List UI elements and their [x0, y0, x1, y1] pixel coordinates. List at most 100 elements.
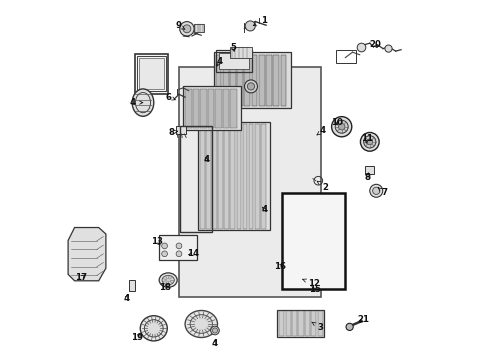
Bar [276, 310, 323, 337]
Bar [185, 89, 191, 128]
Ellipse shape [162, 275, 174, 285]
Bar [192, 89, 199, 128]
Bar [282, 193, 345, 289]
Text: 14: 14 [186, 249, 198, 258]
Ellipse shape [132, 89, 153, 116]
Bar [198, 122, 270, 230]
Circle shape [346, 323, 352, 330]
Text: 16: 16 [273, 262, 285, 271]
Bar [194, 24, 204, 32]
Bar [237, 55, 243, 106]
Text: 6: 6 [165, 93, 175, 102]
Bar [215, 55, 221, 106]
Bar [286, 231, 338, 242]
Bar [365, 166, 374, 174]
Bar [254, 124, 259, 229]
Polygon shape [68, 228, 106, 281]
Bar [286, 217, 338, 228]
Text: 4: 4 [316, 126, 325, 135]
Text: 4: 4 [130, 98, 142, 107]
Bar [242, 124, 247, 229]
Text: 12: 12 [302, 279, 319, 288]
Bar [230, 47, 251, 58]
Bar [128, 280, 135, 291]
Text: 4: 4 [216, 58, 222, 67]
Circle shape [360, 132, 378, 151]
Bar [179, 126, 212, 232]
Bar [218, 124, 223, 229]
Bar [265, 55, 271, 106]
Text: 19: 19 [131, 333, 143, 342]
Bar [207, 89, 214, 128]
Text: 1: 1 [253, 17, 267, 26]
Circle shape [356, 43, 365, 52]
Circle shape [212, 328, 217, 333]
Circle shape [366, 139, 372, 145]
Circle shape [176, 251, 182, 257]
Circle shape [372, 187, 379, 194]
Circle shape [247, 83, 254, 90]
Text: 18: 18 [159, 283, 171, 292]
Bar [230, 55, 235, 106]
Text: 8: 8 [168, 128, 177, 137]
Circle shape [335, 120, 347, 133]
Bar [285, 198, 339, 284]
Circle shape [369, 184, 382, 197]
Bar [236, 124, 241, 229]
Bar [286, 272, 338, 283]
Bar [291, 311, 296, 336]
Bar [200, 124, 204, 229]
Bar [230, 124, 235, 229]
Text: 7: 7 [377, 188, 386, 197]
Bar [200, 89, 206, 128]
Circle shape [244, 21, 255, 31]
Circle shape [338, 123, 344, 130]
Circle shape [384, 45, 391, 52]
Bar [317, 311, 322, 336]
Bar [218, 53, 248, 69]
Bar [230, 89, 237, 128]
Text: 21: 21 [357, 315, 368, 324]
Bar [224, 124, 228, 229]
Text: 9: 9 [176, 22, 184, 31]
Ellipse shape [140, 316, 167, 341]
Circle shape [162, 243, 167, 249]
Text: 2: 2 [317, 181, 328, 192]
Bar [251, 55, 257, 106]
Bar [215, 89, 222, 128]
Bar [135, 54, 168, 94]
Text: 5: 5 [229, 43, 235, 52]
Text: 11: 11 [360, 135, 372, 144]
Bar [159, 235, 196, 260]
Bar [205, 124, 210, 229]
Circle shape [183, 25, 190, 33]
Bar [223, 55, 228, 106]
Bar [273, 55, 279, 106]
Circle shape [331, 117, 351, 137]
Ellipse shape [185, 310, 217, 338]
Bar [213, 52, 291, 108]
Text: 15: 15 [308, 285, 320, 294]
Text: 20: 20 [368, 40, 380, 49]
Ellipse shape [144, 320, 163, 337]
Bar [137, 56, 166, 91]
Text: 4: 4 [123, 294, 129, 302]
Circle shape [210, 326, 219, 335]
Bar [179, 67, 321, 297]
Bar [279, 311, 284, 336]
Bar [286, 258, 338, 269]
Text: 3: 3 [311, 322, 323, 332]
Circle shape [179, 22, 194, 36]
Text: 17: 17 [75, 274, 87, 282]
Text: 13: 13 [151, 238, 163, 247]
Text: 4: 4 [203, 156, 209, 164]
Text: 8: 8 [364, 173, 370, 182]
Bar [248, 124, 253, 229]
Bar [215, 50, 251, 72]
Ellipse shape [190, 315, 212, 333]
Bar [305, 311, 309, 336]
Bar [258, 55, 264, 106]
Bar [261, 124, 265, 229]
Bar [298, 311, 303, 336]
Bar [139, 58, 163, 89]
